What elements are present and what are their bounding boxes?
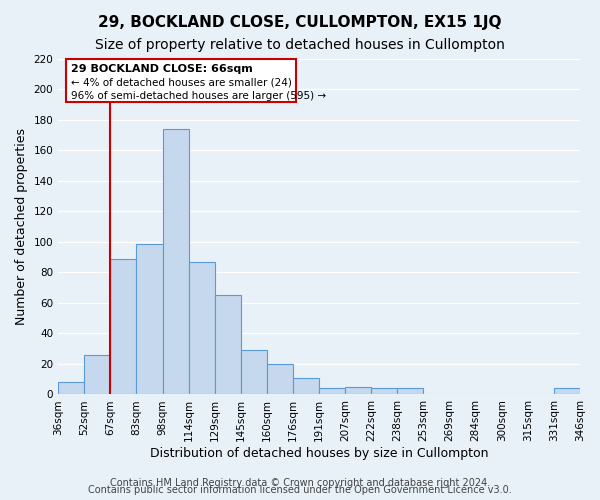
Bar — [319, 388, 345, 394]
Bar — [84, 355, 110, 395]
Bar — [215, 296, 241, 394]
Bar — [110, 259, 136, 394]
Bar — [293, 378, 319, 394]
Text: 96% of semi-detached houses are larger (595) →: 96% of semi-detached houses are larger (… — [71, 91, 326, 101]
Bar — [371, 388, 397, 394]
Text: ← 4% of detached houses are smaller (24): ← 4% of detached houses are smaller (24) — [71, 78, 292, 88]
Bar — [345, 387, 371, 394]
Bar — [397, 388, 424, 394]
Bar — [136, 244, 163, 394]
Text: Size of property relative to detached houses in Cullompton: Size of property relative to detached ho… — [95, 38, 505, 52]
Y-axis label: Number of detached properties: Number of detached properties — [15, 128, 28, 325]
Bar — [163, 129, 188, 394]
Bar — [58, 382, 84, 394]
FancyBboxPatch shape — [66, 59, 296, 102]
Text: 29 BOCKLAND CLOSE: 66sqm: 29 BOCKLAND CLOSE: 66sqm — [71, 64, 253, 74]
Bar — [554, 388, 580, 394]
Text: Contains HM Land Registry data © Crown copyright and database right 2024.: Contains HM Land Registry data © Crown c… — [110, 478, 490, 488]
Text: Contains public sector information licensed under the Open Government Licence v3: Contains public sector information licen… — [88, 485, 512, 495]
Bar — [188, 262, 215, 394]
Bar — [267, 364, 293, 394]
X-axis label: Distribution of detached houses by size in Cullompton: Distribution of detached houses by size … — [150, 447, 488, 460]
Bar — [241, 350, 267, 395]
Text: 29, BOCKLAND CLOSE, CULLOMPTON, EX15 1JQ: 29, BOCKLAND CLOSE, CULLOMPTON, EX15 1JQ — [98, 15, 502, 30]
